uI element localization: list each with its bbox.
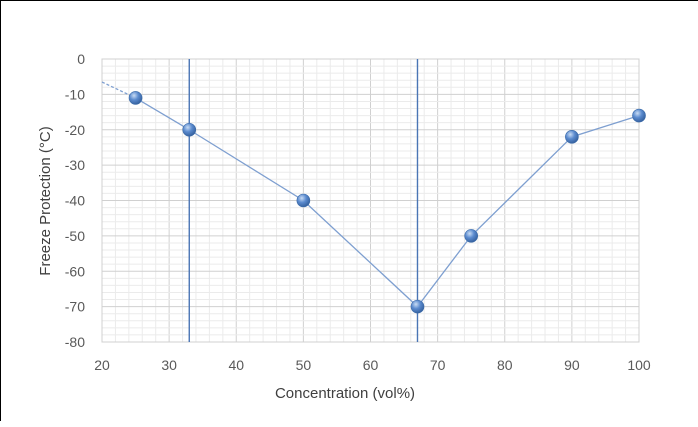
y-tick-label: -60 (65, 263, 85, 279)
data-point (411, 300, 424, 313)
data-point (129, 91, 142, 104)
y-tick-label: -80 (65, 334, 85, 350)
y-axis-title: Freeze Protection (°C) (37, 126, 54, 275)
x-tick-label: 70 (430, 357, 446, 373)
y-tick-label: 0 (77, 51, 85, 67)
y-tick-label: -40 (65, 193, 85, 209)
data-point (183, 123, 196, 136)
x-tick-label: 50 (296, 357, 312, 373)
x-axis-title: Concentration (vol%) (275, 385, 415, 402)
x-tick-label: 80 (497, 357, 513, 373)
grid (102, 59, 639, 342)
data-point (465, 229, 478, 242)
x-tick-label: 100 (627, 357, 651, 373)
x-tick-label: 60 (363, 357, 379, 373)
data-point (633, 109, 646, 122)
y-tick-label: -30 (65, 157, 85, 173)
x-tick-label: 20 (94, 357, 110, 373)
data-point (565, 130, 578, 143)
x-tick-label: 40 (228, 357, 244, 373)
x-tick-label: 30 (161, 357, 177, 373)
y-tick-label: -20 (65, 122, 85, 138)
y-tick-label: -50 (65, 228, 85, 244)
y-tick-label: -10 (65, 86, 85, 102)
x-tick-label: 90 (564, 357, 580, 373)
y-tick-label: -70 (65, 299, 85, 315)
data-point (297, 194, 310, 207)
